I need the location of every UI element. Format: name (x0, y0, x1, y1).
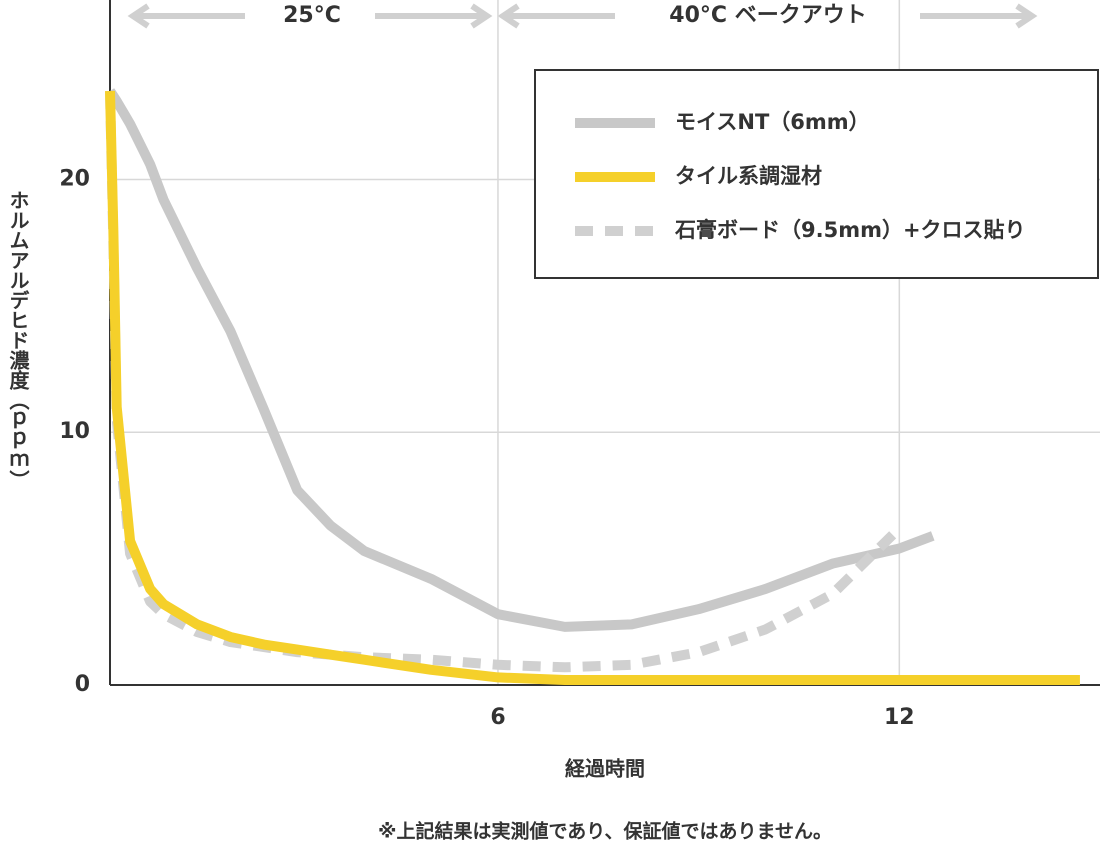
x-tick-label: 6 (490, 705, 505, 730)
series-line (105, 88, 935, 632)
annotation: 25°C (283, 3, 341, 28)
series-line (105, 90, 1080, 685)
y-tick-label: 10 (59, 419, 90, 444)
y-tick-label: 20 (59, 166, 90, 191)
legend-label: タイル系調湿材 (675, 164, 822, 188)
x-axis-label: 経過時間 (565, 757, 645, 781)
legend-label: モイスNT（6mm） (675, 110, 870, 134)
legend-box (534, 69, 1099, 279)
footnote: ※上記結果は実測値であり、保証値ではありません。 (378, 820, 832, 843)
y-tick-label: 0 (75, 672, 90, 697)
annotation-arrows (127, 3, 1038, 29)
x-tick-label: 12 (884, 705, 915, 730)
annotation: 40°C ベークアウト (669, 3, 866, 28)
legend-label: 石膏ボード（9.5mm）+クロス貼り (674, 218, 1026, 242)
y-axis-label: ホルムアルデヒド濃度（ｐｐｍ） (6, 190, 30, 490)
